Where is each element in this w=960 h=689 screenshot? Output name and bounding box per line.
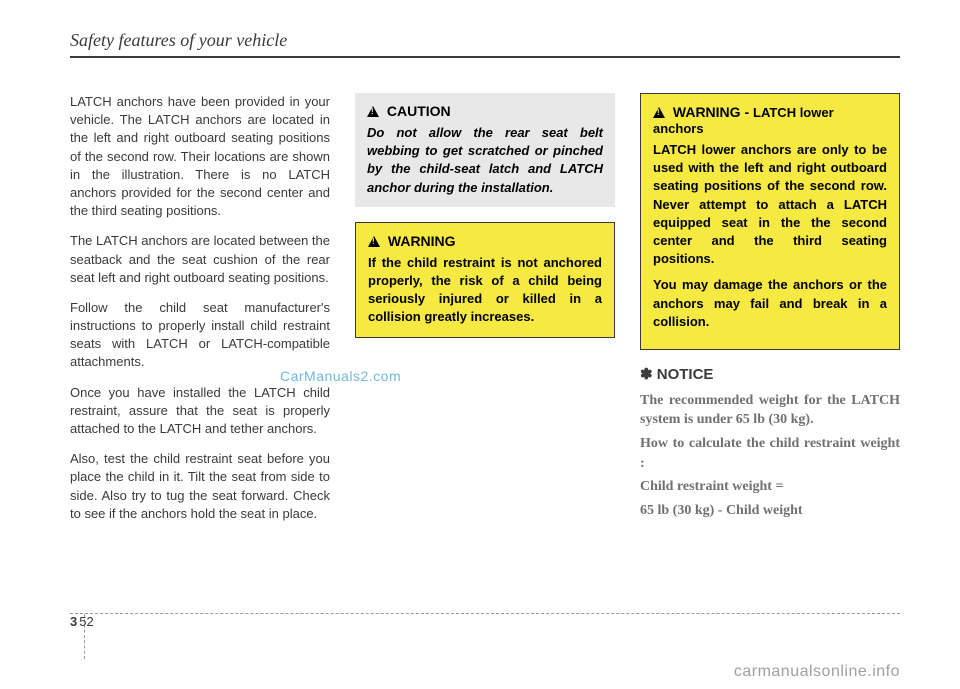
warning-triangle-icon (653, 107, 665, 118)
warning-text: LATCH lower anchors are only to be used … (653, 141, 887, 268)
body-paragraph: Follow the child seat manufacturer's ins… (70, 299, 330, 372)
warning-triangle-icon (367, 106, 379, 117)
footer-divider (70, 613, 900, 614)
column-2: CAUTION Do not allow the rear seat belt … (355, 93, 615, 535)
notice-title: ✽ NOTICE (640, 365, 900, 383)
warning-text: If the child restraint is not anchored p… (368, 254, 602, 327)
warning-label: WARNING - (673, 104, 753, 120)
body-paragraph: The LATCH anchors are located between th… (70, 232, 330, 287)
notice-text: Child restraint weight = (640, 477, 900, 497)
body-paragraph: Once you have installed the LATCH child … (70, 384, 330, 439)
chapter-number: 3 (70, 614, 77, 629)
caution-box: CAUTION Do not allow the rear seat belt … (355, 93, 615, 207)
page-num: 52 (79, 614, 93, 629)
notice-text: How to calculate the child restraint wei… (640, 434, 900, 473)
column-1: LATCH anchors have been provided in your… (70, 93, 330, 535)
warning-title: WARNING - LATCH lower anchors (653, 104, 887, 136)
column-3: WARNING - LATCH lower anchors LATCH lowe… (640, 93, 900, 535)
page-number: 352 (70, 614, 94, 629)
warning-title: WARNING (368, 233, 602, 249)
warning-box-latch: WARNING - LATCH lower anchors LATCH lowe… (640, 93, 900, 350)
notice-text: The recommended weight for the LATCH sys… (640, 391, 900, 430)
caution-label: CAUTION (387, 103, 451, 119)
warning-label: WARNING (388, 233, 456, 249)
warning-box: WARNING If the child restraint is not an… (355, 222, 615, 338)
content-columns: LATCH anchors have been provided in your… (70, 93, 900, 535)
footer-watermark: carmanualsonline.info (734, 663, 900, 681)
caution-title: CAUTION (367, 103, 603, 119)
body-paragraph: LATCH anchors have been provided in your… (70, 93, 330, 220)
page-header: Safety features of your vehicle (70, 30, 900, 58)
header-title: Safety features of your vehicle (70, 30, 287, 50)
manual-page: Safety features of your vehicle LATCH an… (0, 0, 960, 689)
caution-text: Do not allow the rear seat belt webbing … (367, 124, 603, 197)
notice-text: 65 lb (30 kg) - Child weight (640, 501, 900, 521)
body-paragraph: Also, test the child restraint seat befo… (70, 450, 330, 523)
warning-triangle-icon (368, 236, 380, 247)
warning-text: You may damage the anchors or the anchor… (653, 276, 887, 331)
